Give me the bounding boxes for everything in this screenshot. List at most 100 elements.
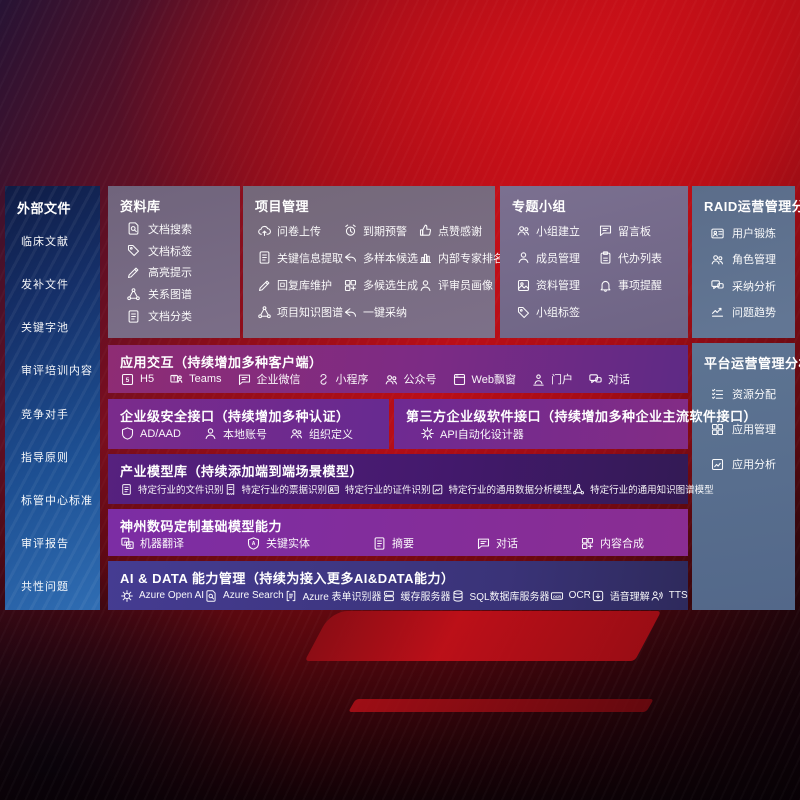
library-item[interactable]: 关系图谱 [126,286,234,302]
service-item[interactable]: Azure Open AI [120,589,204,603]
client-item[interactable]: 对话 [588,371,630,387]
project-item-label: 关键信息提取 [277,252,343,265]
capability-item[interactable]: A 关键实体 [246,535,310,551]
sidebar-item[interactable]: 关键字池 [21,319,96,335]
project-item[interactable]: 问卷上传 [257,223,343,239]
service-item[interactable]: TTS [650,589,688,603]
sidebar-item[interactable]: 指导原则 [21,449,96,465]
interface-item[interactable]: API自动化设计器 [420,426,524,442]
sidebar-item[interactable]: 竞争对手 [21,406,96,422]
service-item[interactable]: Azure Search [204,589,284,603]
sidebar-item[interactable]: 审评培训内容 [21,362,96,378]
sidebar-item[interactable]: 审评报告 [21,535,96,551]
sidebar-item[interactable]: 共性问题 [21,578,96,594]
client-item[interactable]: 小程序 [316,371,369,387]
client-item[interactable]: 公众号 [384,371,437,387]
topic-item[interactable]: 事项提醒 [598,277,680,293]
auth-item-label: 组织定义 [308,428,353,441]
library-item[interactable]: 文档标签 [126,243,234,259]
model-item[interactable]: 特定行业的票据识别 [224,482,327,496]
sidebar-item[interactable]: 临床文献 [21,233,96,249]
library-item[interactable]: 文档搜索 [126,221,234,237]
client-item[interactable]: 门户 [531,371,573,387]
capability-item[interactable]: 对话 [476,535,518,551]
topic-item[interactable]: 代办列表 [598,250,680,266]
background-red-shape [304,611,662,661]
project-item-label: 评审员画像 [438,280,493,293]
project-item-label: 回复库维护 [277,280,332,293]
bbs-board-icon [598,223,613,238]
model-item[interactable]: 特定行业的通用数据分析模型 [431,482,572,496]
platform-item[interactable]: 资源分配 [710,386,789,402]
remind-bell-icon [598,278,613,293]
service-item[interactable]: 缓存服务器 [382,588,451,603]
capability-item[interactable]: 摘要 [372,535,414,551]
service-item[interactable]: 语音理解 [591,588,650,603]
ai-data-title: AI & DATA 能力管理（持续为接入更多AI&DATA能力） [120,571,455,586]
app-interaction-title: 应用交互（持续增加多种客户端） [120,355,323,370]
project-management-panel: 项目管理 问卷上传 到期预警 点赞感谢 关键信息提取 多样本候选 内部专家排名 回复库维护 多… [243,186,504,338]
project-item[interactable]: 一键采纳 [343,304,418,320]
library-panel: 资料库 文档搜索 文档标签 高亮提示 关系图谱 文档分类 [108,186,240,338]
project-item[interactable]: 回复库维护 [257,277,343,293]
topic-item[interactable]: 留言板 [598,223,680,239]
service-item[interactable]: SQL数据库服务器 [451,588,550,603]
service-item[interactable]: Azure 表单识别器 [284,588,382,603]
auth-item[interactable]: 本地账号 [203,426,267,442]
raid-item[interactable]: 角色管理 [710,251,789,267]
auth-item[interactable]: 组织定义 [289,426,353,442]
project-item[interactable]: 多候选生成 [343,277,418,293]
project-item[interactable]: 关键信息提取 [257,250,343,266]
library-item[interactable]: 高亮提示 [126,264,234,280]
model-item[interactable]: 特定行业的文件识别 [120,482,224,496]
platform-item[interactable]: 应用管理 [710,421,789,437]
service-item-label: 语音理解 [609,592,650,603]
sidebar-item[interactable]: 标管中心标准 [21,492,96,508]
topic-item[interactable]: 资料管理 [516,277,598,293]
raid-item[interactable]: 问题趋势 [710,304,789,320]
model-item[interactable]: 特定行业的证件识别 [327,482,431,496]
industry-models-panel: 产业模型库（持续添加端到端场景模型） 特定行业的文件识别 特定行业的票据识别 特定行… [108,454,714,504]
topic-item[interactable]: 小组标签 [516,304,598,320]
one-click-adopt-icon [343,305,358,320]
client-item[interactable]: T Teams [169,372,221,387]
auth-item[interactable]: AD/AAD [120,426,181,441]
client-item[interactable]: 企业微信 [237,371,301,387]
client-item[interactable]: 5 H5 [120,372,154,387]
project-knowledge-graph-icon [257,305,272,320]
platform-analysis-title: 平台运营管理分析 [704,356,800,371]
topic-item[interactable]: 成员管理 [516,250,598,266]
svg-text:A: A [124,539,128,544]
library-item[interactable]: 文档分类 [126,308,234,324]
service-item[interactable]: OCR OCR [550,589,591,603]
project-item[interactable]: 点赞感谢 [418,223,504,239]
client-item[interactable]: Web飘窗 [452,371,516,387]
capability-item[interactable]: A 文机器翻译 [120,535,184,551]
background-red-strip [348,699,654,712]
project-item[interactable]: 多样本候选 [343,250,418,266]
project-item[interactable]: 项目知识图谱 [257,304,343,320]
capability-item-label: 内容合成 [600,538,644,550]
client-item-label: 小程序 [335,374,369,386]
sidebar-item-label: 共性问题 [21,581,69,593]
raid-item[interactable]: 用户锻炼 [710,225,789,241]
h5-icon: 5 [120,372,135,387]
member-manage-icon [516,250,531,265]
auth-item-label: 本地账号 [222,428,267,441]
raid-item[interactable]: 采纳分析 [710,278,789,294]
project-item-label: 到期预警 [363,225,407,238]
topic-item[interactable]: 小组建立 [516,223,598,239]
capability-item[interactable]: 内容合成 [580,535,644,551]
portal-icon [531,372,546,387]
model-item[interactable]: 特定行业的通用知识图谱模型 [572,482,714,496]
project-item[interactable]: 评审员画像 [418,277,504,293]
key-entity-icon: A [246,536,261,551]
model-item-label: 特定行业的文件识别 [138,485,224,496]
platform-item[interactable]: 应用分析 [710,456,789,472]
project-item[interactable]: 内部专家排名 [418,250,504,266]
project-item[interactable]: 到期预警 [343,223,418,239]
sidebar-item[interactable]: 发补文件 [21,276,96,292]
enterprise-security-list: AD/AAD 本地账号 组织定义 [120,425,377,442]
reviewer-portrait-icon [418,278,433,293]
